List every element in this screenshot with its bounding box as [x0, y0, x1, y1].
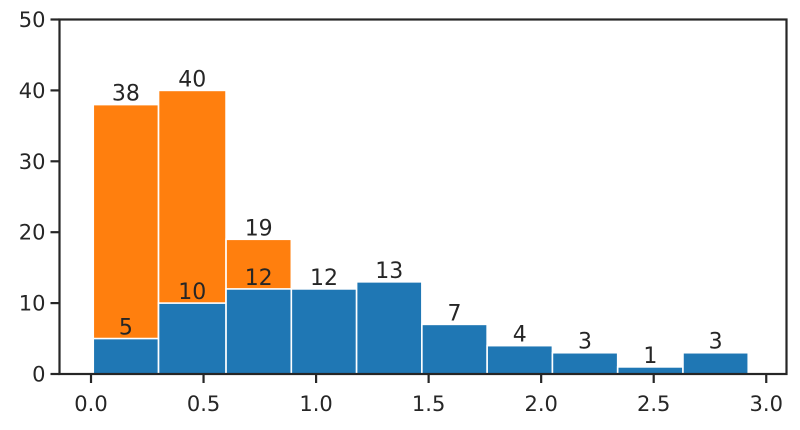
bar-value-label: 1: [643, 344, 657, 369]
bar-blue: [225, 288, 293, 375]
bar-blue: [486, 344, 554, 375]
y-tick-label: 20: [19, 221, 46, 245]
bar-value-label: 3: [709, 330, 723, 355]
x-tick-label: 1.5: [412, 392, 445, 416]
x-tick-label: 2.0: [524, 392, 557, 416]
bar-value-label: 5: [119, 316, 133, 341]
x-tick-label: 1.0: [299, 392, 332, 416]
bar-blue: [421, 323, 488, 375]
bar-blue: [290, 288, 358, 375]
bar-blue: [355, 281, 423, 375]
y-tick-label: 10: [19, 292, 46, 316]
x-tick-label: 2.5: [637, 392, 670, 416]
x-tick-label: 0.5: [187, 392, 220, 416]
bar-blue: [551, 351, 619, 375]
bar-value-label: 19: [245, 216, 273, 241]
bar-blue: [92, 337, 160, 375]
bar-orange: [92, 103, 160, 375]
bar-value-label: 3: [578, 330, 592, 355]
x-tick-label: 3.0: [750, 392, 783, 416]
bar-blue: [157, 302, 227, 375]
y-tick-label: 0: [32, 363, 45, 387]
bars-layer: [92, 89, 750, 375]
bar-value-label: 4: [513, 323, 527, 348]
x-tick-label: 0.0: [74, 392, 107, 416]
bar-value-label: 12: [310, 266, 338, 291]
bar-value-label: 7: [448, 301, 462, 326]
bar-value-label: 12: [245, 266, 273, 291]
bar-value-label: 38: [112, 82, 140, 107]
bar-value-label: 40: [178, 67, 206, 92]
y-tick-label: 30: [19, 150, 46, 174]
y-tick-label: 40: [19, 79, 46, 103]
y-tick-label: 50: [19, 8, 46, 32]
bar-blue: [682, 351, 750, 375]
bar-value-label: 13: [375, 259, 403, 284]
bar-value-label: 10: [178, 280, 206, 305]
y-axis: 0 10 20 30 40 50: [19, 8, 60, 387]
x-axis: 0.0 0.5 1.0 1.5 2.0 2.5 3.0: [74, 374, 783, 416]
plot-frame: [58, 18, 788, 376]
